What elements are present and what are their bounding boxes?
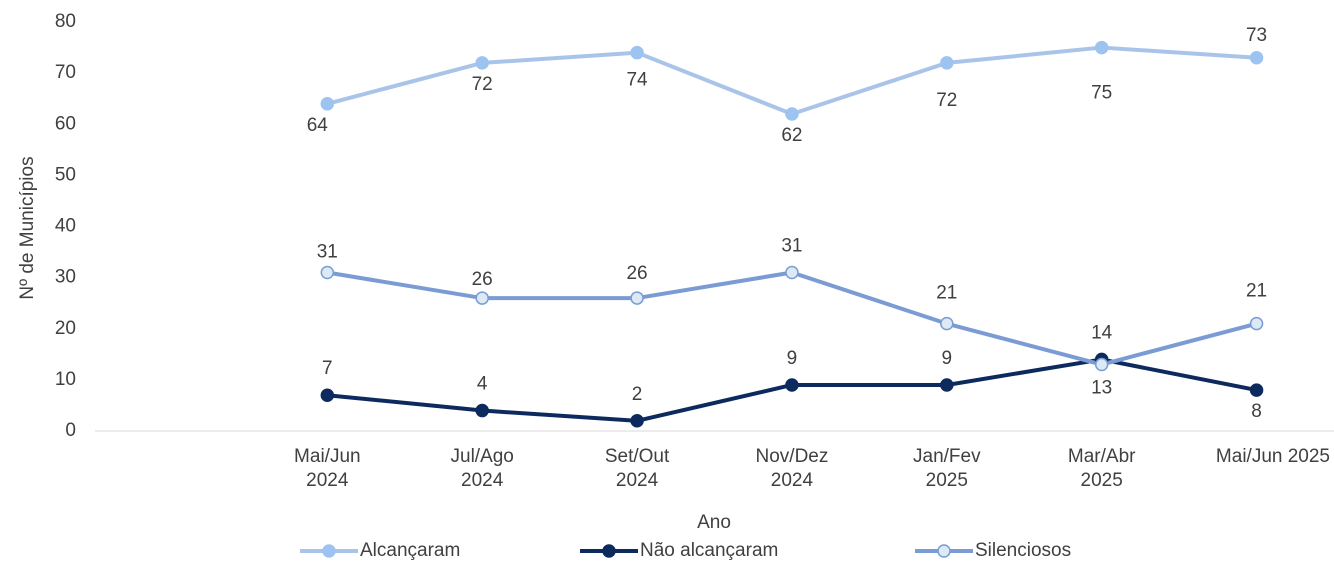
- data-label: 9: [787, 348, 798, 369]
- y-tick-label: 50: [55, 164, 76, 185]
- y-tick-label: 80: [55, 11, 76, 32]
- data-label: 75: [1091, 83, 1112, 104]
- data-label: 73: [1246, 25, 1267, 46]
- data-label: 21: [1246, 281, 1267, 302]
- data-label: 26: [472, 269, 493, 290]
- marker: [630, 45, 644, 60]
- data-label: 31: [317, 242, 338, 263]
- x-tick-label: Mai/Jun 2024: [294, 446, 361, 491]
- y-tick-label: 40: [55, 216, 76, 237]
- marker: [940, 378, 954, 392]
- data-label: 4: [477, 374, 488, 395]
- y-tick-label: 10: [55, 369, 76, 390]
- data-label: 74: [626, 70, 648, 91]
- data-label: 31: [781, 236, 802, 257]
- data-label: 72: [472, 74, 493, 95]
- marker: [940, 316, 954, 331]
- y-tick-label: 0: [65, 420, 76, 441]
- marker: [475, 403, 489, 418]
- marker: [320, 265, 335, 280]
- legend-marker: [322, 544, 336, 558]
- x-tick-label: Nov/Dez 2024: [755, 446, 829, 491]
- y-tick-label: 30: [55, 267, 76, 288]
- marker: [320, 97, 335, 111]
- y-tick-label: 20: [55, 318, 76, 339]
- marker: [475, 56, 489, 70]
- marker: [630, 291, 644, 305]
- marker: [785, 265, 799, 280]
- y-tick-label: 60: [55, 113, 76, 134]
- data-label: 62: [781, 125, 802, 146]
- marker: [1249, 51, 1264, 65]
- legend-marker: [602, 544, 616, 558]
- legend-label: Não alcançaram: [640, 540, 778, 561]
- data-label: 7: [322, 358, 333, 379]
- x-tick-label: Mai/Jun 2025: [1215, 446, 1330, 467]
- data-label: 9: [942, 348, 953, 369]
- x-tick-label: Jan/Fev 2025: [913, 446, 981, 491]
- marker: [940, 56, 954, 70]
- legend-label: Alcançaram: [360, 540, 460, 561]
- legend-label: Silenciosos: [975, 540, 1071, 561]
- marker: [1249, 316, 1264, 331]
- marker: [475, 291, 489, 305]
- marker: [1249, 383, 1264, 397]
- data-label: 21: [936, 283, 957, 304]
- legend-marker: [937, 544, 951, 558]
- data-label: 8: [1251, 401, 1262, 422]
- marker: [630, 414, 644, 428]
- marker: [320, 388, 335, 402]
- marker: [785, 378, 799, 392]
- x-tick-label: Set/Out 2024: [604, 446, 670, 491]
- marker: [785, 107, 799, 121]
- data-label: 2: [632, 384, 643, 405]
- marker: [1094, 40, 1109, 55]
- data-label: 14: [1091, 322, 1113, 343]
- x-axis-title: Ano: [697, 512, 731, 533]
- y-tick-label: 70: [55, 62, 76, 83]
- y-axis-title: Nº de Municípios: [17, 156, 38, 299]
- marker: [1094, 357, 1109, 372]
- data-label: 26: [626, 263, 647, 284]
- data-label: 72: [936, 90, 957, 111]
- data-label: 64: [307, 115, 329, 136]
- series-line: [326, 45, 1257, 117]
- x-tick-label: Jul/Ago 2024: [450, 446, 514, 491]
- x-tick-label: Mar/Abr 2025: [1067, 446, 1136, 491]
- data-label: 13: [1091, 378, 1112, 399]
